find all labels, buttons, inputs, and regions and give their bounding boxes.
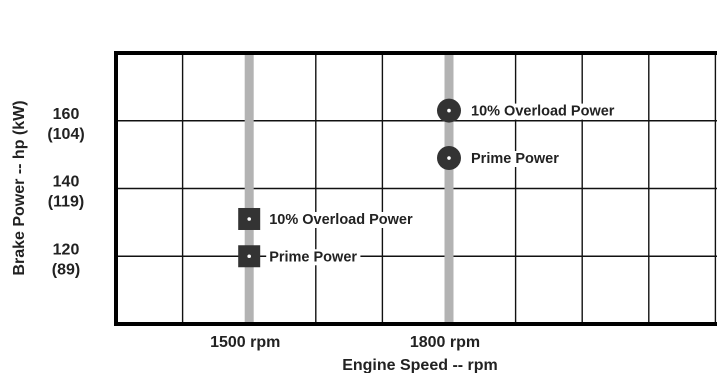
chart-grid <box>116 53 717 324</box>
point-label-background <box>468 151 563 168</box>
y-tick-sublabel: (104) <box>47 126 84 143</box>
rpm-bands <box>244 53 454 324</box>
y-tick-sublabel: (89) <box>52 261 80 278</box>
point-label: 10% Overload Power <box>471 104 615 120</box>
x-tick-label: 1800 rpm <box>410 334 480 351</box>
x-tick-labels: 1500 rpm 1800 rpm <box>210 334 480 351</box>
y-tick-label: 120 <box>53 241 80 258</box>
y-axis-title: Brake Power -- hp (kW) <box>11 100 28 275</box>
rpm-band <box>244 53 254 324</box>
data-point: 10% Overload Power <box>238 207 417 230</box>
point-label-background <box>266 211 417 228</box>
point-label-background <box>468 103 618 120</box>
plot-frame <box>114 51 717 326</box>
point-center-dot <box>247 254 251 259</box>
rpm-band <box>444 53 454 324</box>
data-point: Prime Power <box>437 146 563 171</box>
x-axis-title: Engine Speed -- rpm <box>342 357 498 373</box>
y-tick-label: 160 <box>53 106 80 123</box>
point-label: 10% Overload Power <box>269 212 413 228</box>
x-tick-label: 1500 rpm <box>210 334 280 351</box>
point-center-dot <box>447 108 451 113</box>
data-point: Prime Power <box>238 245 361 268</box>
y-tick-sublabel: (119) <box>48 194 84 211</box>
data-point: 10% Overload Power <box>437 98 618 123</box>
y-tick-labels: 160 (104) 140 (119) 120 (89) <box>47 106 84 279</box>
point-label: Prime Power <box>269 249 357 265</box>
point-center-dot <box>447 156 451 160</box>
point-label: Prime Power <box>471 151 559 167</box>
y-tick-label: 140 <box>53 174 80 191</box>
point-label-background <box>266 249 361 266</box>
point-center-dot <box>247 217 251 221</box>
data-points: 10% Overload Power Prime Power 10% Overloa… <box>238 98 618 268</box>
